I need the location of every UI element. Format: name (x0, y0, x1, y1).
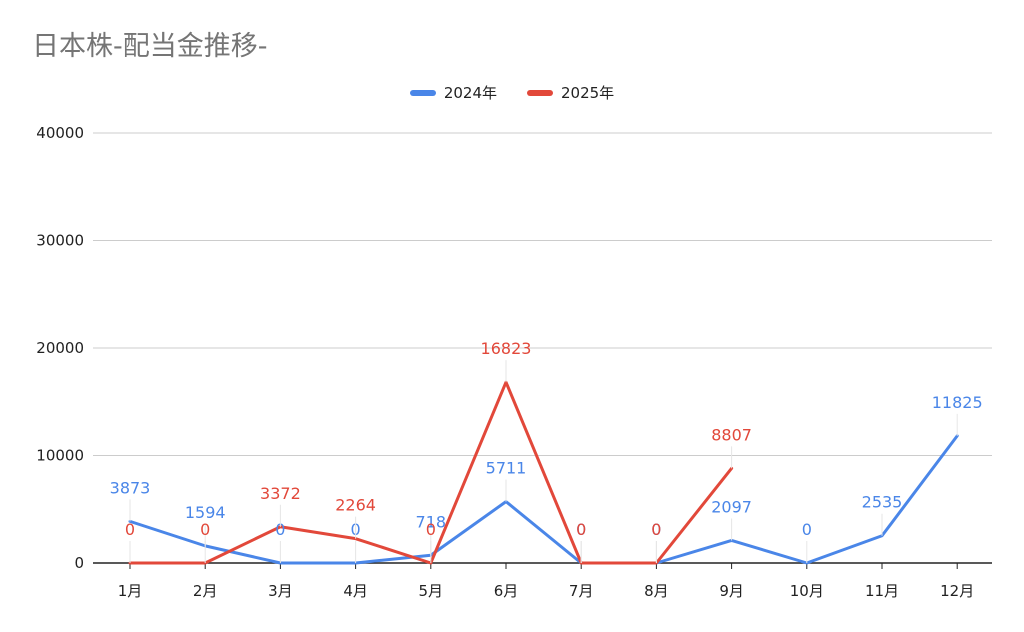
y-tick-label: 0 (74, 554, 84, 572)
data-label: 2264 (335, 496, 376, 515)
chart-title: 日本株-配当金推移- (32, 31, 268, 62)
y-tick-label: 40000 (36, 124, 84, 142)
data-label: 1594 (185, 503, 226, 522)
x-tick-label: 9月 (719, 582, 744, 600)
data-label: 5711 (486, 459, 527, 478)
legend-item-2024[interactable]: 2024年 (409, 82, 497, 103)
data-label: 0 (802, 520, 812, 539)
y-tick-label: 30000 (36, 232, 84, 250)
data-label: 3372 (260, 484, 301, 503)
x-tick-label: 11月 (865, 582, 899, 600)
x-tick-label: 6月 (494, 582, 519, 600)
data-label: 3873 (110, 478, 151, 497)
legend-label-2024: 2024年 (443, 84, 497, 102)
data-label: 718 (416, 512, 447, 531)
data-label: 0 (125, 520, 135, 539)
data-label: 0 (426, 520, 436, 539)
x-tick-label: 7月 (569, 582, 594, 600)
y-tick-label: 20000 (36, 339, 84, 357)
series-lines (128, 380, 959, 565)
legend-label-2025: 2025年 (561, 84, 615, 102)
data-label: 2535 (862, 493, 903, 512)
grid-lines (93, 132, 992, 456)
data-label: 2097 (711, 497, 752, 516)
data-label: 0 (651, 520, 661, 539)
legend-swatch-2024 (409, 89, 436, 96)
y-axis: 0 10000 20000 30000 40000 (36, 124, 84, 572)
legend: 2024年 2025年 (0, 82, 1024, 103)
data-label: 0 (200, 520, 210, 539)
data-label: 0 (275, 520, 285, 539)
data-label: 0 (651, 520, 661, 539)
x-axis: 1月 2月 3月 4月 5月 6月 7月 8月 9月 10月 11月 12月 (93, 562, 992, 600)
legend-swatch-2025 (527, 89, 553, 96)
data-label: 0 (576, 520, 586, 539)
x-tick-label: 12月 (940, 582, 974, 600)
series-line-0 (128, 434, 959, 565)
x-tick-label: 10月 (790, 582, 824, 600)
data-label: 16823 (481, 339, 532, 358)
y-tick-label: 10000 (36, 447, 84, 465)
x-tick-label: 1月 (118, 582, 143, 600)
x-tick-label: 2月 (193, 582, 218, 600)
legend-item-2025[interactable]: 2025年 (527, 82, 614, 103)
x-tick-label: 8月 (644, 582, 669, 600)
data-label: 11825 (932, 393, 983, 412)
data-label: 8807 (711, 425, 752, 444)
x-tick-label: 5月 (419, 582, 444, 600)
x-tick-label: 3月 (268, 582, 293, 600)
x-tick-label: 4月 (343, 582, 368, 600)
data-label: 0 (576, 520, 586, 539)
